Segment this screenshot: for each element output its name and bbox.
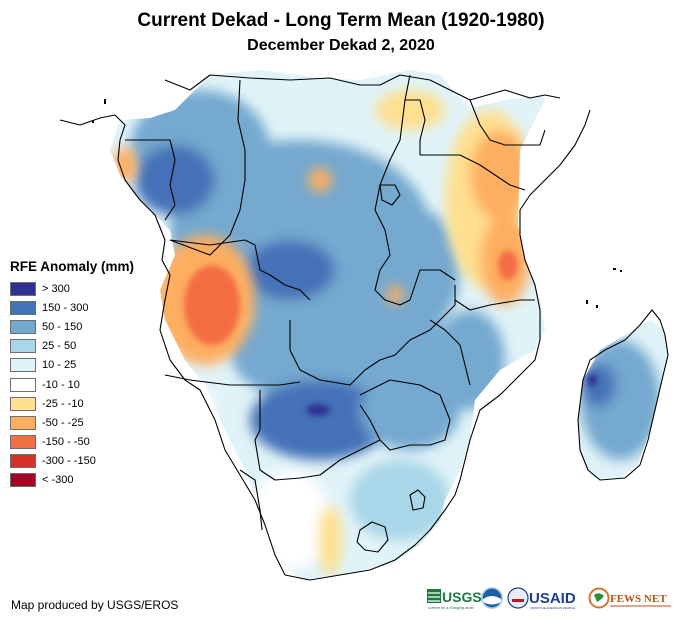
legend-item: 25 - 50 [10,337,134,356]
legend-swatch [10,319,36,334]
legend-swatch [10,473,36,488]
legend-label: 10 - 25 [42,359,77,372]
drc-center-wet-zone [245,240,335,300]
border-northern [164,74,561,101]
island-comoros-2 [586,300,588,304]
legend-swatch [10,339,36,354]
partner-logos: USGS science for a changing world USAID … [427,587,671,610]
legend-item: > 300 [10,279,134,298]
legend-item: -25 - -10 [10,394,134,413]
map-subtitle: December Dekad 2, 2020 [247,37,435,54]
coastline-south-africa [284,424,476,581]
usgs-logo: USGS science for a changing world [427,589,482,610]
border-eswatini [409,489,426,511]
usaid-logo: USAID FROM THE AMERICAN PEOPLE [507,587,576,610]
legend-label: 150 - 300 [42,301,89,314]
border-zambia [289,285,456,386]
legend-swatch [10,454,36,469]
usgs-text: USGS [442,589,482,605]
usgs-tagline: science for a changing world [428,606,475,610]
botswana-core [306,404,330,416]
border-burundi-rwanda [379,184,401,206]
madagascar-core [587,374,597,386]
usaid-seal-icon [507,587,529,609]
map-title: Current Dekad - Long Term Mean (1920-198… [137,10,545,31]
coastline-madagascar [577,309,669,481]
kenya-dry [470,130,530,220]
legend-label: -50 - -25 [42,416,84,429]
legend-item: 150 - 300 [10,298,134,317]
angola-dry-core [184,265,240,345]
border-kenya [469,99,546,146]
namibia-dry [165,380,215,460]
madagascar-west-wet [580,363,616,407]
border-drc-east [374,74,456,306]
legend-items: > 300 150 - 300 50 - 150 25 - 50 10 - 25 -10 … [10,279,134,490]
border-drc-west [169,79,246,256]
legend-label: 25 - 50 [42,340,77,353]
coastline-east-africa [474,109,591,426]
legend-swatch [10,396,36,411]
legend: RFE Anomaly (mm) > 300 150 - 300 50 - 150 2… [10,259,134,490]
legend-item: -10 - 10 [10,375,134,394]
south-africa-wet-zone [350,460,450,540]
island-bioko [104,99,106,104]
border-namibia [239,469,263,531]
island-comoros-1 [613,268,616,270]
legend-item: 50 - 150 [10,317,134,336]
legend-item: 10 - 25 [10,356,134,375]
border-malawi [429,319,471,386]
border-gabon [125,139,176,221]
legend-item: -50 - -25 [10,413,134,432]
border-zimbabwe [359,379,451,451]
south-sudan-dry [375,90,445,130]
border-mozambique [454,299,535,311]
legend-label: > 300 [42,282,70,295]
coastline-west-africa [59,114,286,576]
legend-label: 50 - 150 [42,320,83,333]
south-africa-west-dry [250,470,330,570]
legend-swatch [10,435,36,450]
legend-label: -25 - -10 [42,397,84,410]
legend-swatch [10,300,36,315]
legend-swatch [10,377,36,392]
border-botswana [254,390,381,481]
usaid-tagline: FROM THE AMERICAN PEOPLE [530,606,575,610]
usaid-text: USAID [529,590,576,607]
legend-swatch [10,281,36,296]
island-seychelles [620,270,622,272]
botswana-wet-zone [250,380,390,460]
legend-item: < -300 [10,471,134,490]
noaa-logo [481,587,503,609]
legend-label: -150 - -50 [42,436,90,449]
west-coast-dry [113,147,137,183]
tanzania-dry-core [498,250,518,280]
legend-swatch [10,415,36,430]
car-dry-patch [308,168,332,192]
border-uganda [405,99,426,155]
border-lesotho [356,521,389,553]
map-credit: Map produced by USGS/EROS [11,598,179,612]
zimbabwe-wet-zone [360,370,460,450]
rainfall-anomaly-map [59,70,669,581]
legend-item: -300 - -150 [10,452,134,471]
legend-title: RFE Anomaly (mm) [10,259,135,274]
island-comoros-3 [596,305,598,308]
fewsnet-logo: FEWS NET [588,587,671,609]
border-tanzania [420,154,526,191]
island-sao-tome [92,120,94,123]
border-angola-north [169,239,311,301]
legend-swatch [10,358,36,373]
border-angola-south [164,374,301,386]
fewsnet-text: FEWS NET [610,593,667,605]
malawi-dry-patch [387,285,403,305]
legend-label: -300 - -150 [42,455,96,468]
gabon-wet-zone [135,145,215,215]
legend-item: -150 - -50 [10,433,134,452]
south-africa-strip-dry [318,505,342,575]
mozambique-wet-zone [435,310,505,410]
legend-label: < -300 [42,474,74,487]
legend-label: -10 - 10 [42,378,80,391]
